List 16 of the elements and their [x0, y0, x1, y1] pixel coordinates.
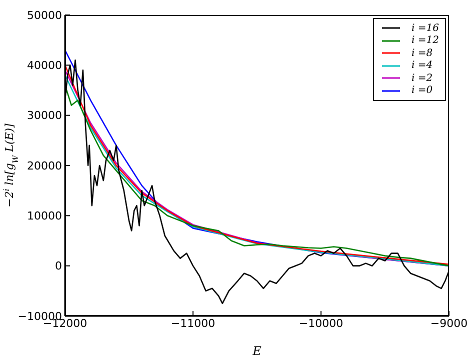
x-tick-label: −10000: [298, 316, 344, 330]
y-tick-label: 40000: [27, 59, 62, 72]
legend-label: i =12: [412, 35, 439, 46]
y-tick-label: 0: [55, 260, 62, 273]
legend-label: i =0: [412, 85, 433, 96]
y-tick-label: 50000: [27, 8, 62, 22]
legend-label: i =4: [412, 60, 433, 72]
legend-label: i =2: [412, 72, 433, 84]
y-tick-label: 30000: [27, 109, 62, 122]
y-tick-label: 10000: [27, 210, 62, 223]
legend-label: i =16: [412, 22, 439, 34]
legend-label: i =8: [412, 48, 433, 59]
x-tick-label: −9000: [430, 316, 468, 330]
x-axis-title: E: [252, 344, 262, 355]
y-tick-label: 20000: [27, 159, 62, 172]
x-tick-label: −11000: [170, 316, 216, 330]
